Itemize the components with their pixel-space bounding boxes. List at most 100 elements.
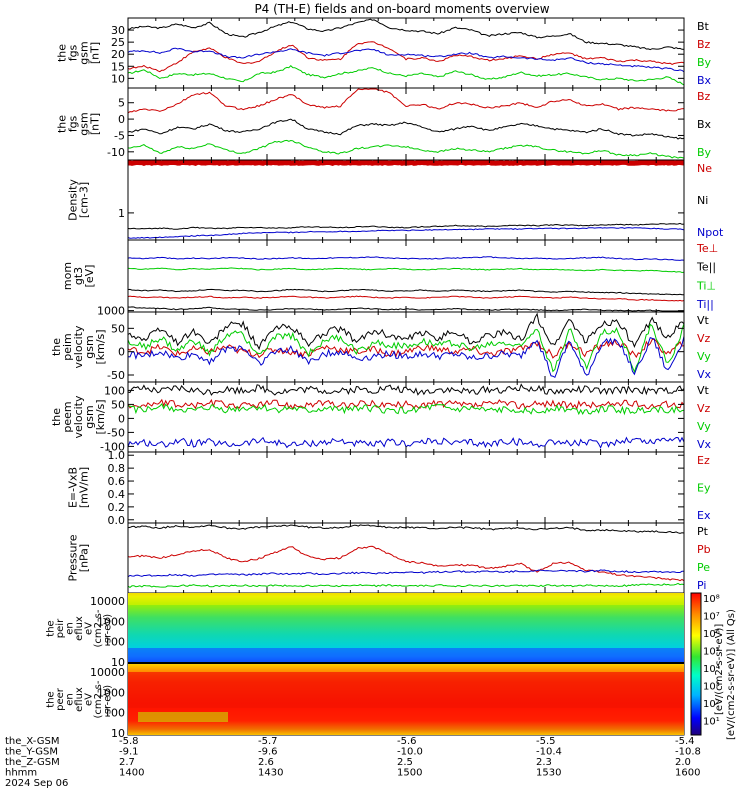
y-axis-label-line: peim [61,333,74,361]
y-tick-label: 50 [111,322,125,335]
y-tick-label: -50 [107,426,125,439]
y-tick-label: 0 [118,346,125,359]
series-line-bt-p1 [127,18,685,51]
y-tick-label: 10 [111,656,125,669]
panel-frame [127,17,685,89]
xaxis-row-value: -10.8 [675,747,701,758]
xaxis-row-value: -9.1 [119,747,139,758]
colorbar-tick-label: 10⁴ [703,664,720,675]
series-line-vz-p5 [127,338,685,359]
y-axis-label-line: [nT] [89,113,102,135]
ion-high-energy-band [128,593,684,605]
series-line-bx-p2 [127,118,685,140]
panel-frame [127,522,685,594]
series-line-bz-p1 [127,41,685,73]
legend-entry: Vx [697,368,712,381]
legend-entry: Te⊥ [696,242,718,255]
xaxis-row-value: 2.3 [536,757,552,768]
y-axis-label-line: peir [55,618,66,638]
y-axis-label-line: E=-VxB [67,467,80,508]
xaxis-row-label: the_X-GSM [5,736,59,747]
y-axis-label-line: [nPa] [78,544,91,572]
y-tick-label: 50 [111,398,125,411]
xaxis-row-value: 1500 [397,768,422,779]
y-tick-label: 10 [111,72,125,85]
panel-frame [127,239,685,313]
legend-entry: Npot [697,226,724,239]
xaxis-row-value: -5.6 [397,736,417,747]
y-tick-label: 10000 [90,666,125,679]
panel-7: 0.00.20.40.60.81.0 E=-VxB[mV/m] Ez Ey Ex [67,449,711,527]
legend-entry: Pe [697,561,710,574]
series-line-ti-p4 [127,256,685,261]
legend-entry: Vy [697,350,711,363]
legend-entry: Vx [697,438,712,451]
colorbar-tick-label: 10⁶ [703,629,720,640]
y-axis-label-line: gsm [78,41,91,64]
legend-entry: Vz [697,332,711,345]
legend-entry: Ne [697,162,712,175]
legend-entry: By [697,146,712,159]
xaxis-row-value: 1400 [119,768,144,779]
xaxis-row-value: 1600 [675,768,700,779]
y-axis-label-line: fgs [67,44,80,61]
y-tick-label: 1000 [97,305,125,318]
series-line-vy-p5 [127,323,685,374]
xaxis-row-value: -9.6 [258,747,278,758]
y-tick-label: 1000 [97,686,125,699]
y-axis-label-line: gsm [78,112,91,135]
y-axis-label-line: the [46,620,57,636]
electron-low-energy-feature [138,712,228,722]
series-line-te-p4 [127,288,685,296]
y-axis-label-line: [mV/m] [78,467,91,508]
y-axis-label-line: gt3 [72,267,85,285]
xaxis-row-value: -10.4 [536,747,562,758]
colorbar-tick-label: 10⁵ [703,647,720,658]
legend-entry: Ti⊥ [696,279,716,292]
y-axis-label-line: the [50,338,63,356]
colorbar [690,592,702,736]
series-line-ni-p3 [127,222,685,230]
y-axis-label-line: Pressure [67,534,80,581]
y-tick-label: 25 [111,36,125,49]
y-axis-label-line: [cm-3] [78,182,91,218]
xaxis-row-value: -5.5 [536,736,556,747]
y-axis-label-line: en [65,693,76,706]
y-axis-label-line: [km/s] [94,329,107,364]
y-tick-label: 0.2 [108,501,126,514]
colorbar-tick-label: 10³ [703,682,720,693]
y-tick-label: 1 [118,207,125,220]
panel-8: Pressure[nPa] Pt Pb Pe Pi [67,522,711,594]
series-line-vx-p5 [127,336,685,379]
legend-entry: Pb [697,543,711,556]
xaxis-row-value: -5.7 [258,736,278,747]
y-axis-label-line: peem [61,401,74,432]
xaxis-row-value: 2.6 [258,757,274,768]
legend-entry: Pi [697,579,706,592]
xaxis-row-value: 1430 [258,768,283,779]
colorbar-title-1: [eV/(cm2-s-sr-eV)] (All Qs) [726,609,737,740]
y-tick-label: -10 [107,146,125,159]
legend-entry: Vt [697,314,710,327]
series-line-bz-p2 [127,88,685,114]
y-tick-label: 5 [118,97,125,110]
colorbar-tick-label: 10² [703,699,720,710]
legend-entry: Pt [697,525,709,538]
legend-entry: Vt [697,384,710,397]
y-tick-label: 1000 [97,615,125,628]
ion-low-energy-band [128,648,684,662]
y-tick-label: 100 [104,636,125,649]
y-tick-label: 30 [111,24,125,37]
legend-entry: Te|| [696,261,716,274]
legend-entry: Bx [697,118,712,131]
y-tick-label: 20 [111,48,125,61]
y-tick-label: 0.6 [108,475,126,488]
series-line-pb-p8 [127,545,685,582]
series-line-vt-p5 [127,312,685,351]
